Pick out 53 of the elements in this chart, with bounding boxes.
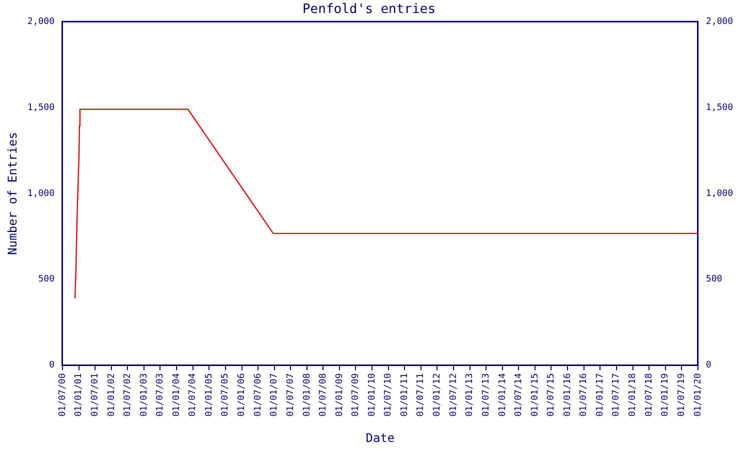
x-tick-label: 01/07/18 (644, 373, 654, 417)
x-tick-label: 01/01/07 (270, 373, 280, 417)
x-tick-label: 01/07/16 (579, 373, 590, 417)
x-tick-label: 01/01/18 (628, 373, 638, 417)
x-tick-label: 01/07/03 (156, 373, 166, 417)
x-tick-label: 01/01/06 (237, 373, 248, 417)
x-tick-label: 01/07/09 (351, 373, 362, 417)
x-tick-label: 01/07/17 (612, 373, 622, 417)
x-tick-label: 01/07/15 (546, 373, 557, 417)
y-axis-title: Number of Entries (5, 132, 20, 255)
x-tick-label: 01/07/11 (416, 373, 426, 417)
y-tick-label: 2,000 (27, 16, 54, 27)
x-tick-label: 01/01/02 (106, 373, 117, 417)
y-tick-label: 500 (38, 274, 54, 285)
x-tick-label: 01/07/13 (481, 373, 492, 417)
x-tick-label: 01/07/19 (676, 373, 687, 417)
x-tick-label: 01/01/13 (465, 373, 476, 417)
x-tick-label: 01/01/15 (530, 373, 540, 417)
x-tick-label: 01/01/08 (302, 373, 312, 417)
y2-tick-label: 500 (706, 274, 722, 285)
y-tick-label: 1,000 (27, 188, 54, 199)
x-tick-label: 01/01/01 (74, 373, 84, 417)
x-tick-label: 01/01/05 (204, 373, 215, 417)
x-tick-label: 01/07/02 (122, 373, 133, 417)
x-tick-label: 01/07/14 (514, 373, 524, 417)
x-tick-label: 01/01/20 (693, 373, 704, 417)
x-tick-label: 01/07/04 (188, 373, 198, 417)
x-axis-title: Date (366, 430, 395, 445)
y-tick-label: 1,500 (27, 102, 54, 113)
x-tick-label: 01/01/11 (400, 373, 410, 417)
x-tick-label: 01/01/17 (596, 373, 606, 417)
x-tick-label: 01/07/08 (318, 373, 328, 417)
x-tick-label: 01/01/03 (139, 373, 150, 417)
y2-tick-label: 1,500 (706, 102, 733, 113)
x-tick-label: 01/01/19 (660, 373, 671, 417)
x-tick-label: 01/07/12 (448, 373, 459, 417)
x-tick-label: 01/01/04 (172, 373, 182, 417)
x-tick-label: 01/07/07 (286, 373, 296, 417)
y2-tick-label: 1,000 (706, 188, 733, 199)
y-tick-label: 0 (49, 360, 54, 371)
x-tick-label: 01/01/10 (367, 373, 378, 417)
x-tick-label: 01/07/06 (253, 373, 264, 417)
x-tick-label: 01/07/00 (58, 373, 68, 417)
x-tick-label: 01/07/05 (220, 373, 231, 417)
chart-title: Penfold's entries (302, 2, 436, 18)
x-tick-label: 01/01/16 (562, 373, 573, 417)
x-tick-label: 01/01/09 (334, 373, 345, 417)
y2-tick-label: 0 (706, 360, 712, 371)
x-tick-label: 01/01/14 (498, 373, 508, 417)
x-tick-label: 01/07/01 (90, 373, 100, 417)
x-tick-label: 01/01/12 (432, 373, 443, 417)
x-tick-label: 01/07/10 (384, 373, 394, 417)
y2-tick-label: 2,000 (706, 16, 733, 27)
